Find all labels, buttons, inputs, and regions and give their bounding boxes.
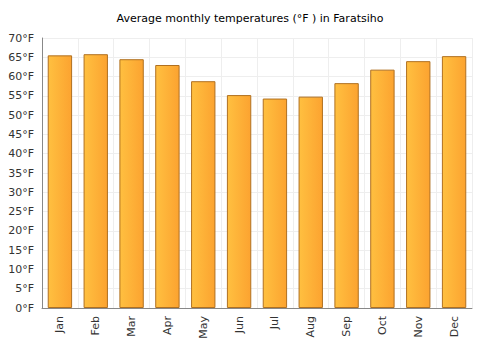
svg-text:70°F: 70°F — [8, 32, 34, 45]
svg-text:Average monthly temperatures (: Average monthly temperatures (°F ) in Fa… — [117, 12, 384, 25]
svg-text:60°F: 60°F — [8, 70, 34, 83]
svg-text:50°F: 50°F — [8, 109, 34, 122]
svg-text:Aug: Aug — [304, 316, 317, 337]
svg-text:Nov: Nov — [412, 316, 425, 338]
svg-text:Feb: Feb — [89, 316, 102, 335]
svg-text:40°F: 40°F — [8, 147, 34, 160]
svg-text:20°F: 20°F — [8, 224, 34, 237]
svg-text:15°F: 15°F — [8, 244, 34, 257]
svg-text:Jul: Jul — [268, 316, 281, 330]
svg-text:55°F: 55°F — [8, 89, 34, 102]
svg-text:5°F: 5°F — [15, 282, 34, 295]
svg-text:Sep: Sep — [340, 316, 353, 337]
svg-text:0°F: 0°F — [15, 302, 34, 315]
svg-text:Apr: Apr — [161, 316, 174, 336]
svg-text:Mar: Mar — [125, 316, 138, 337]
svg-text:Oct: Oct — [376, 315, 389, 335]
svg-text:Jan: Jan — [53, 316, 66, 334]
svg-text:45°F: 45°F — [8, 128, 34, 141]
svg-text:30°F: 30°F — [8, 186, 34, 199]
svg-text:Jun: Jun — [233, 316, 246, 334]
svg-text:10°F: 10°F — [8, 263, 34, 276]
svg-text:35°F: 35°F — [8, 167, 34, 180]
svg-text:65°F: 65°F — [8, 51, 34, 64]
svg-text:May: May — [197, 316, 210, 339]
svg-text:25°F: 25°F — [8, 205, 34, 218]
svg-text:Dec: Dec — [448, 316, 461, 337]
